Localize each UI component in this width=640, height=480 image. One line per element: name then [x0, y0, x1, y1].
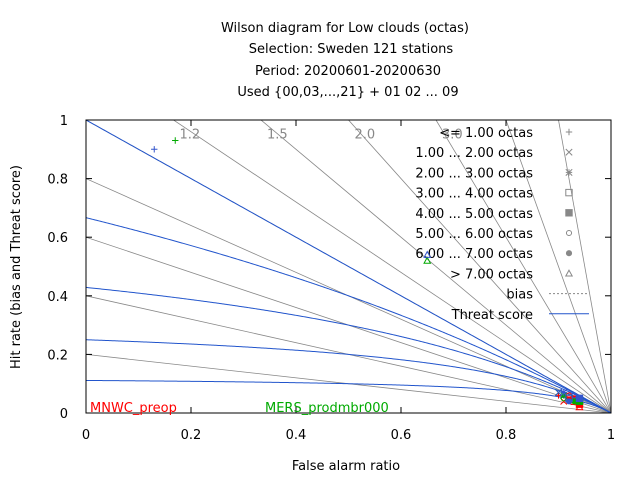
legend: <= 1.00 octas 1.00 ... 2.00 octas 2.00 ...…	[415, 126, 589, 323]
data-point	[565, 398, 573, 405]
title-line-1: Wilson diagram for Low clouds (octas)	[221, 21, 469, 36]
legend-entry-label: 1.00 ... 2.00 octas	[415, 146, 533, 161]
x-tick-label: 0.6	[391, 428, 412, 443]
bias-label: 2.0	[355, 127, 376, 142]
legend-entry-marker	[565, 229, 573, 237]
data-point	[554, 388, 563, 397]
bias-line	[505, 120, 611, 413]
data-point	[172, 137, 179, 144]
x-axis-label: False alarm ratio	[292, 459, 400, 474]
bias-labels: 1.2 1.5 2.0 3.0	[180, 127, 463, 142]
legend-entry-label: <= 1.00 octas	[439, 126, 533, 141]
legend-entry-label: 4.00 ... 5.00 octas	[415, 207, 533, 222]
legend-entry-label: Threat score	[451, 308, 533, 323]
bias-line	[260, 120, 611, 413]
legend-entry-label: 5.00 ... 6.00 octas	[415, 227, 533, 242]
threat-score-curve	[86, 379, 611, 413]
data-point	[571, 392, 578, 399]
y-tick-label: 0	[60, 407, 68, 422]
plot-frame	[85, 119, 612, 414]
legend-entry-marker	[565, 128, 573, 136]
bias-label: 1.5	[267, 127, 288, 142]
x-tick-label: 0.2	[181, 428, 202, 443]
threat-score-curve	[86, 120, 611, 413]
y-tick-label: 0.2	[47, 348, 68, 363]
bias-line	[347, 120, 611, 413]
x-tick-label: 0	[82, 428, 90, 443]
y-axis-label: Hit rate (bias and Threat score)	[9, 165, 24, 369]
legend-entry-label: bias	[506, 288, 533, 303]
chart-title: Wilson diagram for Low clouds (octas) Se…	[221, 21, 469, 100]
y-tick-label: 0.4	[47, 290, 68, 305]
bias-line	[435, 120, 611, 413]
legend-entry-marker	[564, 269, 574, 277]
axes: 0 0.2 0.4 0.6 0.8 1 0 0.2 0.4 0.6 0.8 1	[47, 114, 615, 443]
x-tick-label: 0.4	[286, 428, 307, 443]
legend-entry-label: 6.00 ... 7.00 octas	[415, 247, 533, 262]
x-tick-label: 0.8	[496, 428, 517, 443]
legend-entry-marker	[565, 148, 573, 156]
threat-score-curve	[86, 286, 611, 413]
legend-entry-label: > 7.00 octas	[450, 267, 533, 282]
legend-entry-label: 3.00 ... 4.00 octas	[415, 187, 533, 202]
data-point	[423, 250, 432, 258]
data-point	[151, 146, 158, 153]
y-tick-label: 0.6	[47, 231, 68, 246]
legend-entry-label: 2.00 ... 3.00 octas	[415, 166, 533, 181]
bias-label: 1.2	[180, 127, 201, 142]
data-point	[575, 394, 584, 403]
y-tick-label: 0.8	[47, 173, 68, 188]
threat-score-curve	[86, 339, 611, 413]
title-line-2: Selection: Sweden 121 stations	[249, 42, 454, 57]
x-tick-label: 1	[607, 428, 615, 443]
legend-entry-marker	[565, 168, 573, 176]
data-point	[560, 388, 568, 397]
legend-entry-marker	[565, 209, 573, 217]
data-point	[560, 395, 567, 402]
model-label-mnwc: MNWC_preop	[90, 401, 177, 416]
data-point	[423, 256, 432, 264]
data-point	[575, 402, 584, 411]
legend-entry-marker	[565, 250, 573, 257]
bias-label: 3.0	[442, 127, 463, 142]
legend-entry-marker	[565, 188, 573, 197]
title-line-3: Period: 20200601-20200630	[255, 64, 441, 79]
y-tick-label: 1	[60, 114, 68, 129]
model-label-mers: MERS_prodmbr000	[265, 401, 389, 416]
data-points	[151, 137, 584, 411]
threat-score-curve	[86, 217, 611, 413]
threat-score-curves	[86, 120, 611, 413]
title-line-4: Used {00,03,...,21} + 01 02 ... 09	[237, 85, 458, 100]
